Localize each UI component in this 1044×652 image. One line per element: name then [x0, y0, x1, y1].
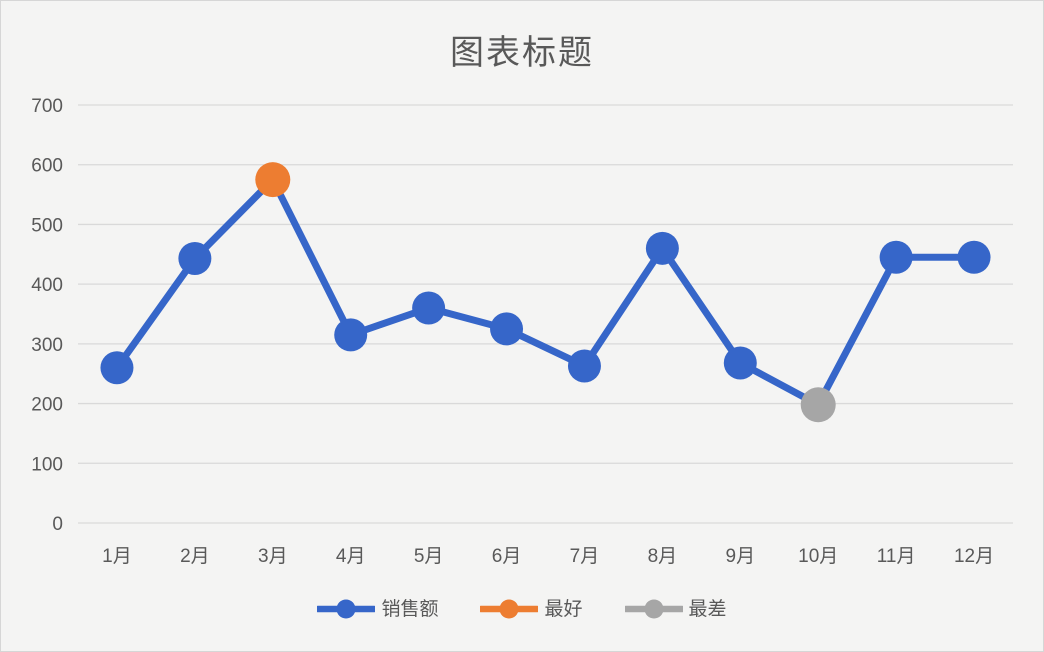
chart-legend: 销售额 最好 最差: [1, 598, 1043, 620]
legend-marker-sales-icon: [317, 599, 376, 619]
y-tick-label-100: 100: [31, 454, 63, 475]
y-tick-label-300: 300: [31, 335, 63, 356]
data-point-2月: [178, 241, 212, 275]
x-tick-label-12月: 12月: [954, 546, 994, 567]
y-tick-label-400: 400: [31, 275, 63, 296]
legend-marker-worst-icon: [624, 599, 683, 619]
data-point-4月: [334, 318, 368, 352]
data-point-3月: [255, 162, 291, 198]
data-point-1月: [100, 351, 134, 385]
legend-item-best: 最好: [480, 598, 583, 620]
data-point-10月: [800, 387, 836, 423]
chart-title: 图表标题: [450, 34, 594, 72]
x-tick-label-3月: 3月: [258, 546, 288, 567]
x-tick-label-10月: 10月: [798, 546, 838, 567]
legend-label-best: 最好: [544, 598, 583, 620]
data-point-5月: [412, 291, 446, 325]
y-tick-label-500: 500: [31, 215, 63, 236]
data-point-7月: [567, 349, 601, 383]
data-point-6月: [490, 312, 524, 346]
legend-item-worst: 最差: [624, 598, 727, 620]
x-tick-label-7月: 7月: [570, 546, 600, 567]
data-point-9月: [723, 346, 757, 380]
x-tick-label-1月: 1月: [102, 546, 132, 567]
legend-label-sales: 销售额: [381, 598, 439, 620]
series-line-销售额: [113, 176, 978, 409]
x-tick-label-9月: 9月: [726, 546, 756, 567]
data-point-8月: [645, 231, 679, 265]
x-tick-label-5月: 5月: [414, 546, 444, 567]
x-tick-label-4月: 4月: [336, 546, 366, 567]
data-point-12月: [957, 240, 991, 274]
x-tick-label-6月: 6月: [492, 546, 522, 567]
legend-item-sales: 销售额: [317, 598, 438, 620]
y-tick-label-0: 0: [52, 514, 63, 535]
legend-marker-best-icon: [480, 599, 539, 619]
x-tick-label-8月: 8月: [648, 546, 678, 567]
y-tick-label-200: 200: [31, 395, 63, 416]
y-tick-label-600: 600: [31, 156, 63, 177]
x-tick-label-2月: 2月: [180, 546, 210, 567]
x-tick-label-11月: 11月: [877, 546, 916, 567]
y-tick-label-700: 700: [31, 96, 63, 117]
legend-label-worst: 最差: [688, 598, 727, 620]
data-point-11月: [879, 240, 913, 274]
